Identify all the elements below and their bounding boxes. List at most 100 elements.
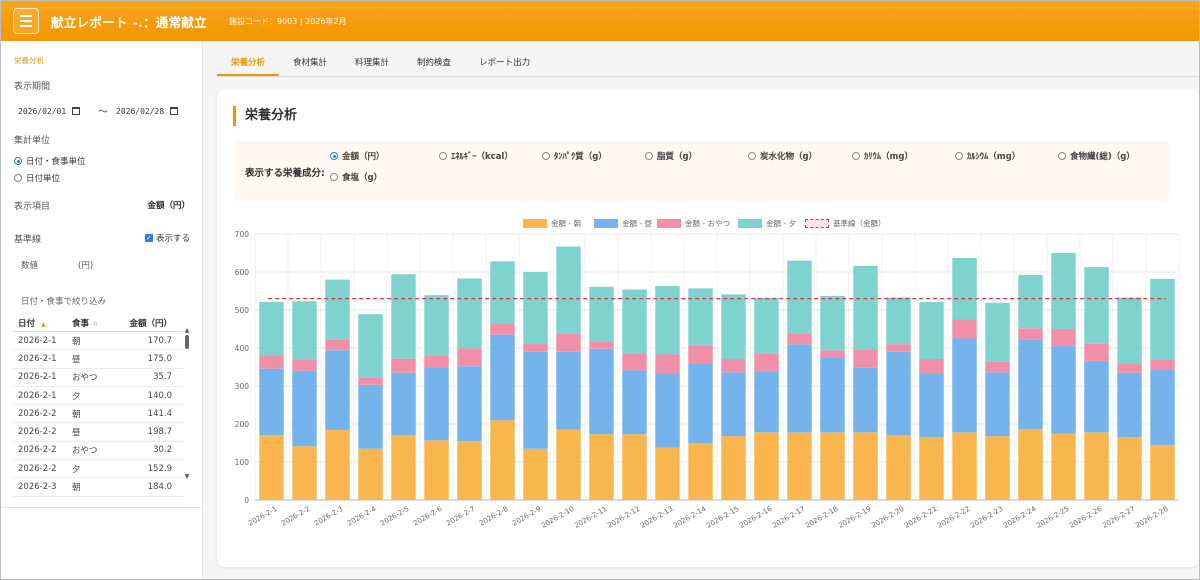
radio-icon[interactable] [14,174,22,182]
bar-segment [292,446,317,500]
date-from-input[interactable]: 2026/02/01 [18,103,81,119]
nutrient-option[interactable]: ｶﾙｼｳﾑ（mg） [955,150,1020,162]
aggregate-option-date-meal[interactable]: 日付・食事単位 [14,155,86,167]
calendar-icon[interactable] [72,107,81,115]
radio-icon[interactable] [542,152,550,160]
bar-segment [952,432,977,500]
bar-segment [688,443,713,500]
table-row[interactable]: 2026-2-1 夕 140.0 [13,387,183,406]
col-meal-header[interactable]: 食事 ⇅ [72,318,99,329]
nutrient-option[interactable]: 金額（円） [330,150,385,162]
bar-segment [1018,275,1043,329]
y-tick-label: 600 [235,268,250,277]
bar-segment [292,370,317,447]
nutrient-option[interactable]: ｶﾘｳﾑ（mg） [852,150,913,162]
tab-constraints[interactable]: 制約検査 [417,58,452,68]
bar-segment [325,339,350,351]
table-header: 日付 ▲ 食事 ⇅ 金額（円） [13,314,183,332]
legend-item-lunch[interactable]: 金額 - 昼 [594,218,652,229]
baseline-toggle[interactable]: ✓ 表示する [144,232,190,244]
bar-segment [1084,360,1109,433]
nutrient-option[interactable]: ﾀﾝﾊﾟｸ質（g） [542,150,607,162]
table-scrollbar[interactable]: ▲ ▼ [183,327,191,493]
checkbox-checked-icon[interactable]: ✓ [144,234,153,242]
sort-icon[interactable]: ⇅ [93,320,99,328]
bar-segment [787,344,812,433]
radio-icon[interactable] [439,152,447,160]
legend-item-baseline[interactable]: 基準線（金額） [805,218,886,229]
bar-segment [457,278,482,349]
scroll-down-icon[interactable]: ▼ [184,473,190,480]
table-row[interactable]: 2026-2-2 昼 198.7 [13,423,183,442]
table-row[interactable]: 2026-2-2 朝 141.4 [13,405,183,424]
legend-item-snack[interactable]: 金額 - おやつ [657,218,730,229]
x-tick-label: 2026-2-9 [511,505,543,528]
nutrient-option[interactable]: 脂質（g） [645,150,697,162]
y-tick-label: 100 [235,458,250,467]
aggregate-option-date[interactable]: 日付単位 [14,172,60,184]
col-date-header[interactable]: 日付 ▲ [18,318,46,329]
table-row[interactable]: 2026-2-1 昼 175.0 [13,350,183,369]
radio-icon[interactable] [955,152,963,160]
x-tick-label: 2026-2-19 [837,505,872,530]
x-tick-label: 2026-2-2 [280,505,312,528]
tab-report-output[interactable]: レポート出力 [479,58,531,68]
x-tick-label: 2026-2-5 [379,505,411,528]
tab-ingredients[interactable]: 食材集計 [293,58,328,68]
date-to-input[interactable]: 2026/02/28 [116,103,179,119]
bar-segment [259,355,284,369]
nutrient-option[interactable]: ｴﾈﾙｷﾞｰ（kcal） [439,150,513,162]
y-tick-label: 700 [235,230,250,239]
bar-segment [589,434,614,500]
cell-amount: 140.0 [147,390,172,401]
table-row[interactable]: 2026-2-2 おやつ 30.2 [13,442,183,461]
table-row[interactable]: 2026-2-1 おやつ 35.7 [13,369,183,387]
bar-segment [424,440,449,500]
radio-icon[interactable] [1058,152,1066,160]
radio-icon[interactable] [852,152,860,160]
app-title: 献立レポート -.：通常献立 [51,14,207,30]
bar-segment [490,261,515,325]
filter-input[interactable]: 日付・食事で絞り込み [21,297,107,307]
sort-asc-icon[interactable]: ▲ [41,320,46,328]
radio-icon[interactable] [330,173,338,181]
x-tick-label: 2026-2-11 [573,505,608,530]
tab-dishes[interactable]: 料理集計 [355,58,390,68]
legend-item-dinner[interactable]: 金額 - 夕 [738,218,796,229]
value-unit-input[interactable]: (円) [78,261,94,271]
sidebar: 栄養分析 表示期間 2026/02/01 〜 2026/02/28 集計単位 日… [1,41,203,579]
legend-item-breakfast[interactable]: 金額 - 朝 [523,218,581,229]
x-tick-label: 2026-2-23 [969,505,1004,530]
table-row[interactable]: 2026-2-2 夕 152.9 [13,460,183,479]
table-row[interactable]: 2026-2-3 朝 184.0 [13,478,183,497]
nutrient-option[interactable]: 食塩（g） [330,171,382,183]
radio-selected-icon[interactable] [330,152,338,160]
hamburger-menu-icon[interactable] [13,8,39,34]
radio-selected-icon[interactable] [14,157,22,165]
bar-segment [589,341,614,349]
x-tick-label: 2026-2-27 [1101,505,1136,530]
bar-segment [325,430,350,500]
bar-segment [622,434,647,500]
x-tick-label: 2026-2-10 [540,505,575,530]
date-to-value: 2026/02/28 [116,106,165,116]
scroll-up-icon[interactable]: ▲ [184,327,190,334]
nutrient-option[interactable]: 炭水化物（g） [748,150,817,162]
table-row[interactable]: 2026-2-1 朝 170.7 [13,332,183,351]
col-amount-header[interactable]: 金額（円） [129,318,172,329]
calendar-icon[interactable] [170,107,179,115]
scroll-thumb[interactable] [185,335,189,349]
cell-meal: 夕 [72,391,81,402]
cell-date: 2026-2-2 [18,408,57,419]
cell-meal: 昼 [72,428,81,439]
bar-segment [886,344,911,352]
radio-icon[interactable] [748,152,756,160]
bar-segment [952,338,977,433]
tab-nutrition[interactable]: 栄養分析 [217,50,280,76]
bar-segment [358,384,383,449]
x-tick-label: 2026-2-16 [738,505,774,530]
radio-icon[interactable] [645,152,653,160]
x-tick-label: 2026-2-28 [1134,505,1169,530]
nutrient-option[interactable]: 食物繊(総)（g） [1058,150,1135,162]
date-range-tilde: 〜 [98,107,108,118]
